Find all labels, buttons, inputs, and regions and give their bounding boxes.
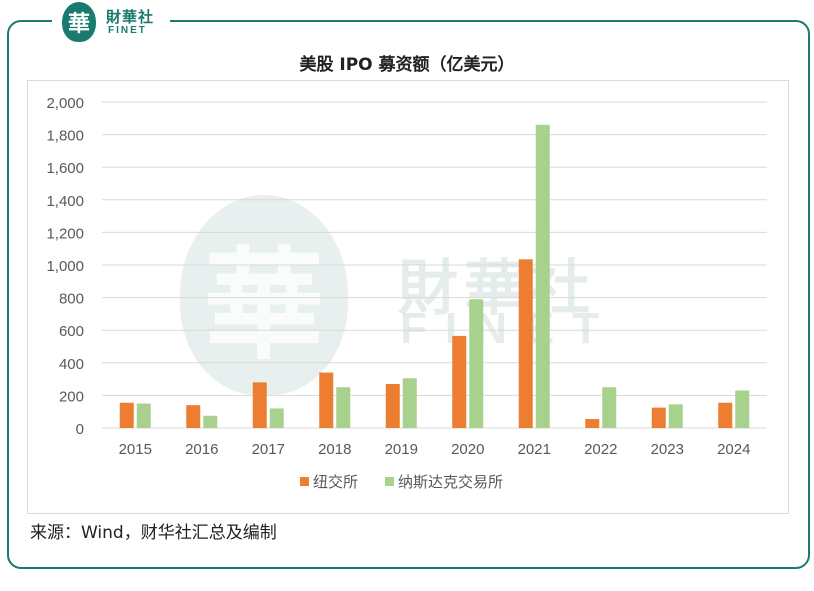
source-note: 来源：Wind，财华社汇总及编制 <box>30 523 277 543</box>
y-tick-label: 600 <box>59 323 84 340</box>
y-tick-label: 2,000 <box>46 95 84 112</box>
legend-swatch <box>385 477 394 486</box>
chart-title: 美股 IPO 募资额（亿美元） <box>299 55 515 75</box>
bar-nasdaq <box>136 403 151 428</box>
bar-nyse <box>585 419 600 428</box>
x-tick-label: 2017 <box>252 441 285 458</box>
bar-nyse <box>119 402 134 428</box>
x-tick-label: 2019 <box>385 441 418 458</box>
x-tick-label: 2015 <box>119 441 152 458</box>
bar-nyse <box>718 402 733 428</box>
bar-nyse <box>518 259 533 428</box>
y-tick-label: 1,400 <box>46 193 84 210</box>
legend-label: 纽交所 <box>313 473 358 491</box>
y-tick-label: 1,200 <box>46 225 84 242</box>
y-tick-label: 1,600 <box>46 160 84 177</box>
bar-nyse <box>186 405 201 428</box>
x-tick-label: 2021 <box>518 441 551 458</box>
x-tick-label: 2020 <box>451 441 484 458</box>
bar-nyse <box>319 372 334 428</box>
chart-area <box>27 80 789 514</box>
bar-nyse <box>385 383 400 428</box>
y-tick-label: 200 <box>59 388 84 405</box>
watermark-name-en: FINET <box>400 304 618 353</box>
finet-logo: 華 財華社 FINET <box>52 0 170 44</box>
legend-swatch <box>300 477 309 486</box>
logo-name-en: FINET <box>108 25 147 36</box>
bar-nasdaq <box>602 387 617 428</box>
bar-nasdaq <box>469 299 484 428</box>
logo-badge-icon: 華 <box>62 2 96 42</box>
bar-nyse <box>651 407 666 428</box>
bar-nyse <box>252 382 267 428</box>
x-tick-label: 2023 <box>651 441 684 458</box>
bar-nasdaq <box>535 124 550 428</box>
bar-nasdaq <box>668 404 683 428</box>
y-tick-label: 0 <box>76 421 84 438</box>
bar-nasdaq <box>269 408 284 428</box>
y-tick-label: 1,000 <box>46 258 84 275</box>
bar-nasdaq <box>735 390 750 428</box>
watermark-name-cn: 財華社 <box>398 254 596 324</box>
y-tick-label: 800 <box>59 291 84 308</box>
bar-nyse <box>452 335 467 428</box>
bar-nasdaq <box>203 415 218 428</box>
watermark-badge-icon: 華 <box>180 195 348 395</box>
y-tick-label: 1,800 <box>46 128 84 145</box>
bar-nasdaq <box>402 378 417 428</box>
x-tick-label: 2022 <box>584 441 617 458</box>
x-tick-label: 2018 <box>318 441 351 458</box>
x-tick-label: 2024 <box>717 441 750 458</box>
legend-label: 纳斯达克交易所 <box>398 473 503 491</box>
logo-name-cn: 財華社 <box>106 8 155 26</box>
bar-nasdaq <box>336 387 351 428</box>
y-tick-label: 400 <box>59 356 84 373</box>
x-tick-label: 2016 <box>185 441 218 458</box>
